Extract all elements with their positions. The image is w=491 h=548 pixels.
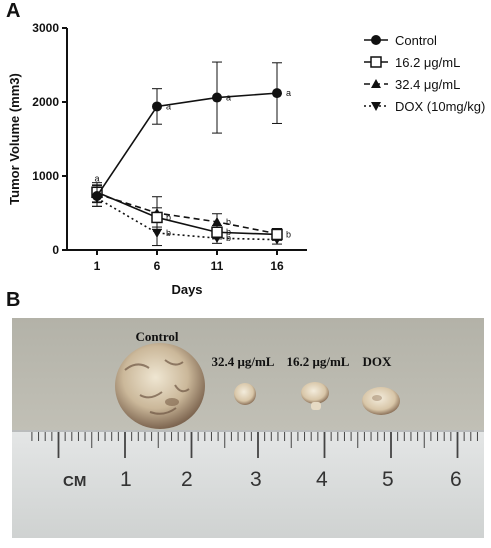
ruler-number-1: 1 — [120, 468, 132, 491]
x-tick-label-1: 6 — [154, 259, 161, 273]
data-point-2-2 — [212, 216, 222, 226]
y-axis-title: Tumor Volume (mm3) — [7, 73, 22, 205]
series-line-0 — [96, 92, 278, 197]
legend-label-3: DOX (10mg/kg) — [395, 99, 485, 114]
tumor-32-4 — [234, 383, 256, 405]
ruler-ticks — [31, 432, 478, 458]
data-point-0-3 — [272, 88, 282, 99]
tumor-control — [115, 343, 205, 429]
photo-label-dox: DOX — [363, 354, 393, 369]
data-label-3-2: b — [226, 233, 231, 243]
photo-label-32-4: 32.4 μg/mL — [212, 354, 275, 369]
x-tick-label-3: 16 — [270, 259, 284, 273]
data-label-0-3: a — [286, 88, 291, 98]
data-label-1-3: b — [286, 229, 291, 239]
series-line-2 — [96, 192, 278, 235]
panel-a-label: A — [6, 0, 21, 22]
x-tick-label-2: 11 — [211, 259, 224, 273]
legend-marker-1 — [370, 56, 382, 68]
y-tick-label-2: 2000 — [32, 95, 59, 109]
ruler: CM 1 2 3 4 5 6 — [12, 430, 484, 538]
data-label-2-2: b — [226, 217, 231, 227]
ruler-number-4: 4 — [316, 468, 328, 491]
legend-label-2: 32.4 μg/mL — [395, 77, 460, 92]
legend-marker-3 — [371, 102, 381, 111]
tumor-dox — [362, 387, 400, 415]
data-point-0-2 — [212, 92, 222, 103]
ruler-unit-label: CM — [63, 473, 86, 490]
data-point-1-1 — [151, 211, 163, 224]
x-tick-label-0: 1 — [94, 259, 101, 273]
ruler-number-6: 6 — [450, 468, 462, 491]
data-label-1-1: b — [166, 212, 171, 222]
series-line-1 — [96, 191, 278, 236]
data-label-3-1: b — [166, 228, 171, 238]
y-tick-label-0: 0 — [52, 243, 59, 257]
data-label-1-2: b — [226, 227, 231, 237]
data-label-0-2: a — [226, 93, 231, 103]
tumor-16-2 — [301, 382, 329, 410]
x-axis-title: Days — [171, 282, 202, 297]
legend-marker-2 — [371, 79, 381, 88]
legend-label-1: 16.2 μg/mL — [395, 55, 460, 70]
photo-label-control: Control — [135, 329, 178, 344]
data-point-1-2 — [211, 226, 223, 238]
ruler-number-5: 5 — [382, 468, 394, 491]
legend-marker-0 — [371, 35, 381, 45]
data-point-0-0 — [92, 190, 102, 201]
data-point-1-3 — [271, 228, 283, 241]
photo-label-16-2: 16.2 μg/mL — [287, 354, 350, 369]
y-tick-label-3: 3000 — [32, 21, 59, 35]
data-point-0-1 — [152, 101, 162, 112]
data-label-0-0: a — [94, 174, 99, 184]
ruler-number-3: 3 — [250, 468, 262, 491]
panel-b-label: B — [6, 289, 21, 311]
y-tick-label-1: 1000 — [32, 169, 59, 183]
data-point-3-1 — [152, 228, 162, 238]
data-label-0-1: a — [166, 101, 171, 111]
ruler-number-2: 2 — [181, 468, 193, 491]
legend-label-0: Control — [395, 33, 437, 48]
